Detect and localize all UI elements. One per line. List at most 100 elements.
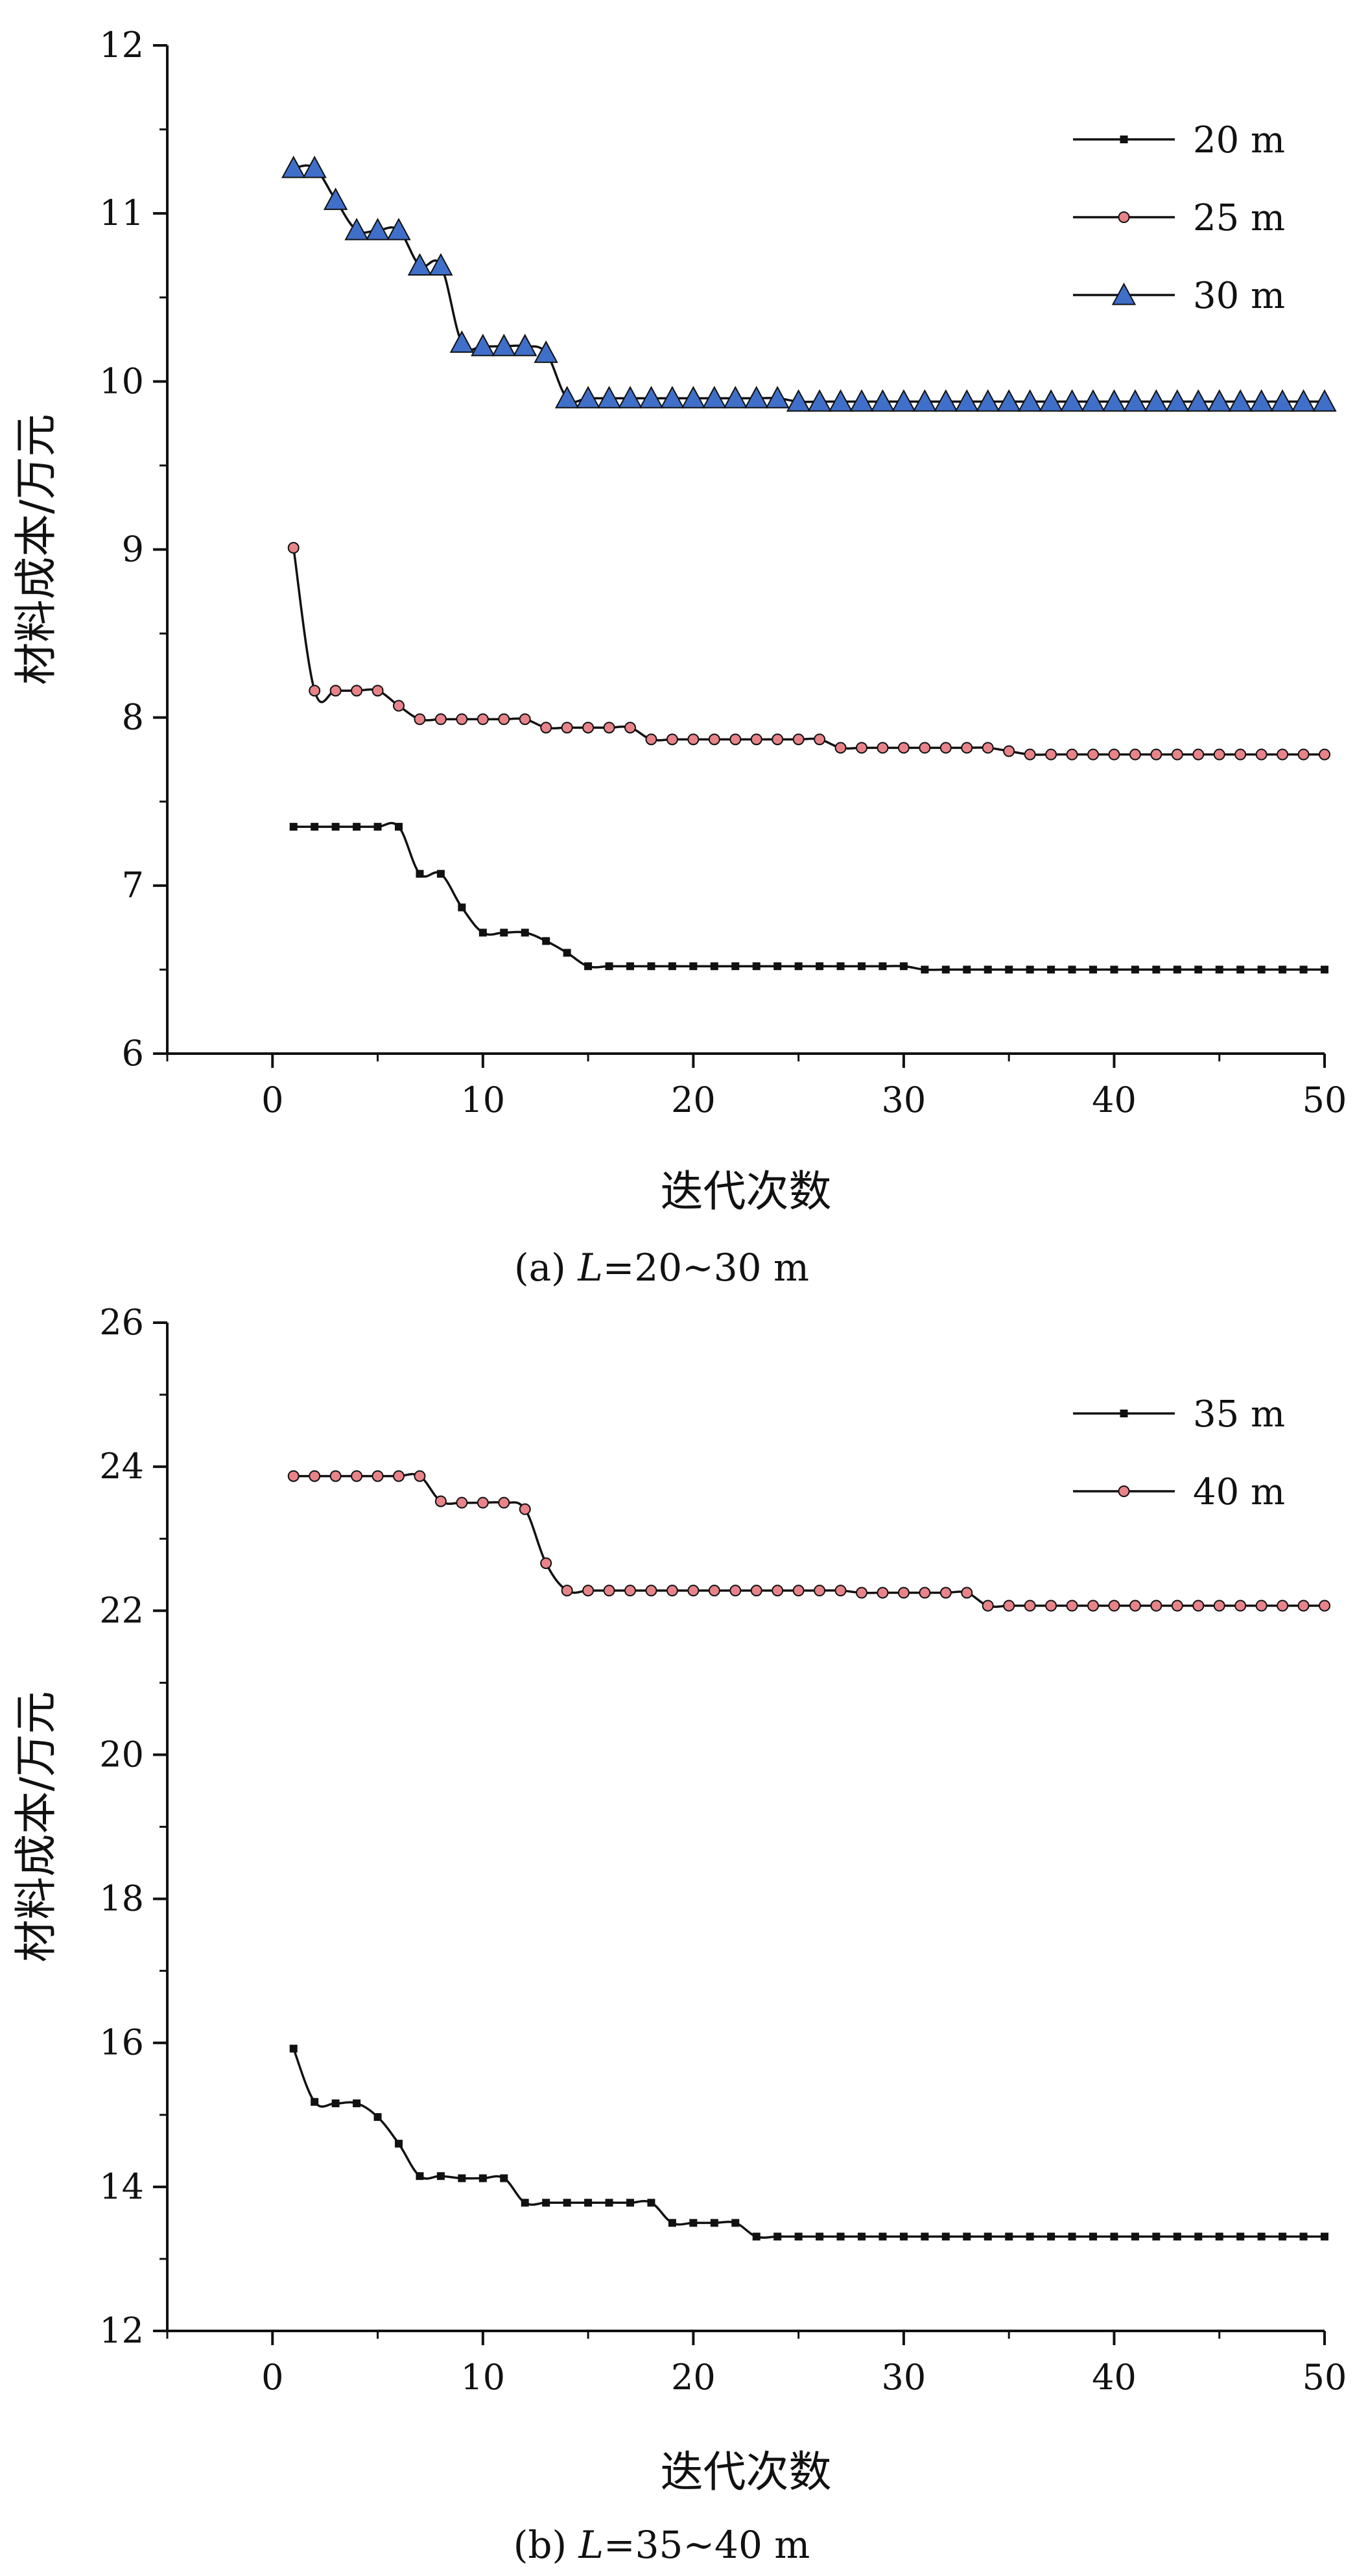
- chart-b-series-40m-point: [582, 1585, 595, 1597]
- chart-b-series-35m-point: [668, 2219, 676, 2227]
- chart-a-xtick-label: 20: [671, 1080, 716, 1120]
- chart-a-series-20m-point: [1068, 965, 1076, 974]
- chart-a-series-20m-point: [353, 823, 361, 831]
- chart-b-series-35m-point: [1131, 2232, 1139, 2241]
- chart-b-series-40m-point: [1255, 1600, 1268, 1612]
- chart-b-series-35m-point: [858, 2232, 866, 2241]
- chart-b-series-40m-point: [834, 1585, 847, 1597]
- chart-b-series-35m-point: [1005, 2232, 1013, 2241]
- chart-a-series-30m-point: [618, 386, 643, 408]
- chart-b-series-40m-point: [498, 1496, 510, 1509]
- chart-b-series-40m-point: [393, 1470, 405, 1482]
- chart-a-series-20m-point: [794, 962, 803, 971]
- chart-a-series-25m-point: [351, 685, 363, 697]
- chart-a-series-25m-point: [624, 722, 636, 734]
- chart-b-series-35m-point: [289, 2044, 298, 2053]
- chart-b-legend-label: 35 m: [1193, 1393, 1285, 1436]
- chart-a-series-20m-point: [941, 965, 950, 974]
- chart-a-series-30m-point: [1102, 389, 1127, 412]
- chart-b-series-35m-point: [879, 2232, 887, 2241]
- chart-a-series-25m-point: [1045, 748, 1057, 761]
- chart-b-series-35m-point: [1110, 2232, 1118, 2241]
- chart-a-series-20m-point: [500, 928, 508, 937]
- chart-a-ytick-label: 6: [122, 1033, 144, 1074]
- chart-a-series-20m-point: [1173, 965, 1181, 974]
- chart-a-series-20m-point: [773, 962, 782, 971]
- chart-a-series-25m-point: [645, 733, 657, 746]
- chart-b-y-axis-title: 材料成本/万元: [11, 1691, 61, 1962]
- chart-a-series-25m-point: [456, 713, 468, 726]
- chart-a-series-30m-point: [302, 156, 327, 178]
- chart-a-series-20m-point: [1299, 965, 1308, 974]
- chart-b-series-35m-point: [353, 2099, 361, 2108]
- chart-a-series-20m-point: [710, 962, 718, 971]
- chart-b-series-40m-point: [1003, 1600, 1015, 1612]
- chart-a-series-25m-point: [1108, 748, 1120, 761]
- chart-a-series-25m-point: [540, 722, 552, 734]
- chart-b-xtick-label: 20: [671, 2357, 716, 2398]
- chart-a-series-25m-point: [961, 742, 973, 754]
- chart-a-y-axis-title: 材料成本/万元: [11, 414, 61, 685]
- chart-b-series-40m-point: [814, 1585, 826, 1597]
- chart-a-series-20m-point: [1047, 965, 1055, 974]
- chart-a: 6 7 8 9 10 11 12 0 10 20 30 40 50 迭代次数 材料成本/万元 (a) L=20…: [11, 25, 1347, 1290]
- chart-b-series-35m-point: [647, 2199, 655, 2207]
- chart-a-series-30m-point: [449, 330, 475, 353]
- chart-a-series-20m-line: [293, 821, 1325, 971]
- chart-a-series-30m-point: [407, 253, 432, 276]
- chart-b-xtick-label: 0: [261, 2357, 283, 2398]
- chart-a-series-20m-point: [1005, 965, 1013, 974]
- chart-a-series-25m-point: [519, 713, 531, 726]
- chart-b-series-35m-point: [542, 2199, 550, 2207]
- chart-a-series-30m-point: [471, 333, 495, 357]
- chart-b-series-40m-point: [456, 1496, 468, 1509]
- chart-b-series-40m-point: [877, 1587, 889, 1599]
- chart-a-series-25m-point: [371, 685, 384, 697]
- chart-a-series-20m-point: [626, 962, 634, 971]
- chart-b-series-35m-point: [710, 2219, 718, 2227]
- chart-b-series-40m-point: [561, 1585, 573, 1597]
- chart-b-series-40m-point: [1108, 1600, 1120, 1612]
- chart-b-series-40m-point: [772, 1585, 784, 1597]
- chart-a-legend-marker: [1118, 211, 1130, 223]
- chart-b-series-40m-point: [729, 1585, 742, 1597]
- chart-a-series-30m-point: [1270, 389, 1295, 412]
- chart-b-series-40m-point: [540, 1557, 552, 1569]
- chart-a-series-30m-point: [1144, 389, 1169, 412]
- chart-b-ytick-label: 14: [99, 2166, 144, 2207]
- chart-b-series-40m-point: [897, 1587, 910, 1599]
- chart-b-series-35m-point: [941, 2232, 950, 2241]
- chart-a-series-30m-point: [891, 389, 916, 412]
- chart-a-series-25m-point: [603, 722, 615, 734]
- chart-b-series-35m-point: [1299, 2232, 1308, 2241]
- chart-b-series-35m-point: [626, 2199, 634, 2207]
- chart-b-series-35m-point: [1279, 2232, 1287, 2241]
- chart-a-series-20m-point: [1215, 965, 1223, 974]
- chart-b-series-35m-point: [1215, 2232, 1223, 2241]
- chart-a-series-30m-point: [1207, 389, 1232, 412]
- chart-a-series-30m-point: [1059, 389, 1085, 412]
- chart-b-series-35m-point: [816, 2232, 824, 2241]
- chart-a-series-25m-point: [1297, 748, 1310, 761]
- chart-b-series-40m-point: [351, 1470, 363, 1482]
- chart-a-series-30m-point: [1186, 389, 1210, 412]
- chart-b-series-40m-point: [939, 1587, 952, 1599]
- chart-a-ytick-label: 10: [99, 360, 144, 401]
- chart-b-xtick-label: 40: [1092, 2357, 1137, 2398]
- chart-a-series-25m-point: [477, 713, 489, 726]
- chart-a-series-25m-point: [1171, 748, 1183, 761]
- chart-b-series-40m-point: [856, 1587, 867, 1599]
- chart-b-series-35m-point: [1173, 2232, 1181, 2241]
- chart-b-series-40m-point: [1150, 1600, 1162, 1612]
- chart-a-series-25m-point: [1066, 748, 1078, 761]
- chart-b-legend-marker: [1120, 1410, 1128, 1417]
- chart-b-series-40m-point: [1024, 1600, 1036, 1612]
- chart-b-x-axis-title: 迭代次数: [661, 2447, 832, 2497]
- chart-a-series-25m-point: [1213, 748, 1225, 761]
- chart-b-series-40m-point: [919, 1587, 931, 1599]
- chart-b-series-35m-line: [292, 2048, 1325, 2239]
- chart-a-series-30m-point: [1165, 389, 1190, 412]
- chart-a-series-30m-point: [1017, 389, 1043, 412]
- chart-a-series-20m-point: [542, 937, 550, 945]
- chart-a-series-30m-point: [365, 217, 390, 241]
